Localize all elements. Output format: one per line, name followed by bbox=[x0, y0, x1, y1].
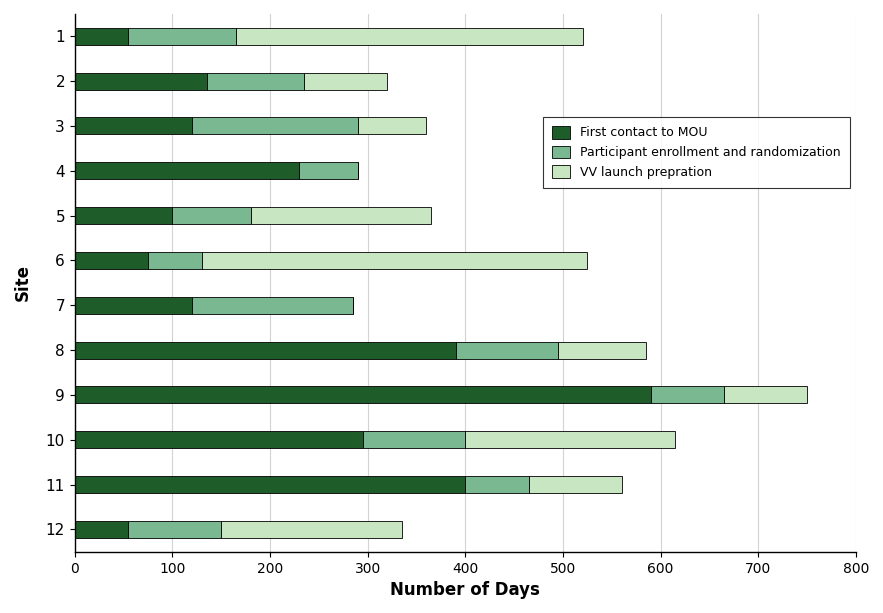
Bar bbox=[358, 118, 426, 134]
Legend: First contact to MOU, Participant enrollment and randomization, VV launch prepra: First contact to MOU, Participant enroll… bbox=[543, 117, 849, 188]
Bar bbox=[299, 162, 358, 180]
Bar bbox=[75, 72, 207, 89]
Bar bbox=[75, 118, 192, 134]
Bar bbox=[192, 118, 358, 134]
Bar bbox=[201, 252, 587, 269]
Bar bbox=[529, 476, 622, 493]
Y-axis label: Site: Site bbox=[14, 264, 32, 302]
Bar bbox=[128, 521, 222, 538]
Bar bbox=[207, 72, 305, 89]
Bar bbox=[456, 341, 558, 359]
Bar bbox=[75, 476, 465, 493]
Bar bbox=[251, 207, 431, 224]
Bar bbox=[222, 521, 402, 538]
Bar bbox=[363, 431, 465, 448]
Bar bbox=[148, 252, 201, 269]
Bar bbox=[558, 341, 646, 359]
Bar bbox=[236, 28, 583, 45]
Bar bbox=[724, 386, 807, 403]
Bar bbox=[172, 207, 251, 224]
Bar bbox=[75, 28, 128, 45]
Bar bbox=[305, 72, 388, 89]
Bar bbox=[75, 162, 299, 180]
Bar bbox=[75, 386, 651, 403]
Bar bbox=[75, 207, 172, 224]
Bar bbox=[465, 476, 529, 493]
X-axis label: Number of Days: Number of Days bbox=[390, 581, 540, 599]
Bar bbox=[128, 28, 236, 45]
Bar bbox=[75, 521, 128, 538]
Bar bbox=[75, 431, 363, 448]
Bar bbox=[465, 431, 675, 448]
Bar bbox=[75, 341, 456, 359]
Bar bbox=[651, 386, 724, 403]
Bar bbox=[192, 297, 353, 314]
Bar bbox=[75, 297, 192, 314]
Bar bbox=[75, 252, 148, 269]
